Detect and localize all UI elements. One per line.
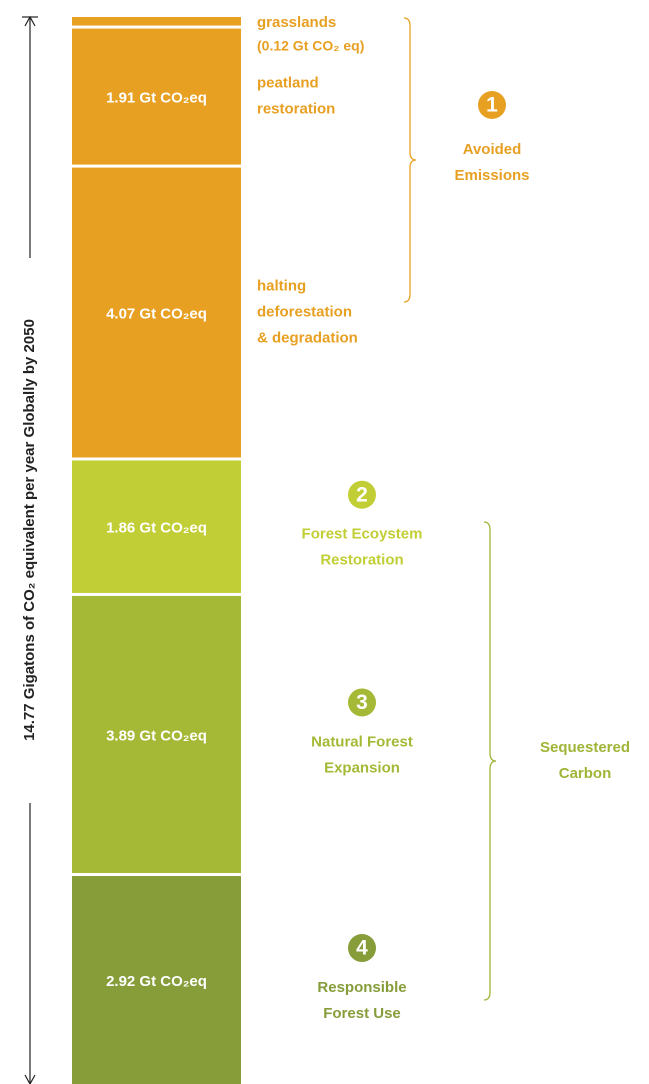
segment [72, 167, 241, 458]
segment [72, 28, 241, 165]
segment-name: Restoration [320, 552, 403, 569]
segment [72, 17, 241, 26]
axis-label-bg [20, 258, 40, 803]
segment-name: Natural Forest [311, 733, 413, 750]
value-label: 3.89 Gt CO₂eq [106, 727, 207, 744]
segment [72, 595, 241, 874]
value-label: 4.07 Gt CO₂eq [106, 306, 207, 323]
segment-name: halting [257, 278, 306, 295]
axis: 14.77 Gigatons of CO₂ equivalent per yea… [20, 15, 40, 1084]
badge-number: 3 [356, 691, 368, 714]
value-label: 1.86 Gt CO₂eq [106, 520, 207, 537]
segment-name: peatland [257, 75, 319, 92]
badge [348, 480, 376, 509]
axis-arrow [24, 1074, 36, 1084]
group-name: Carbon [559, 765, 612, 782]
group-name: Sequestered [540, 739, 630, 756]
brace [403, 17, 417, 303]
segment-name: & degradation [257, 330, 358, 347]
segment-value-label: (0.12 Gt CO₂ eq) [257, 38, 364, 54]
value-label: 1.91 Gt CO₂eq [106, 90, 207, 107]
segment-name: Expansion [324, 759, 400, 776]
group-name: Emissions [454, 167, 529, 184]
segment-name: grasslands [257, 14, 336, 31]
axis-label: 14.77 Gigatons of CO₂ equivalent per yea… [21, 319, 38, 741]
badge-number: 1 [486, 94, 498, 117]
segment-name: Forest Use [323, 1005, 401, 1022]
badge [478, 91, 506, 119]
segment-name: deforestation [257, 304, 352, 321]
badge-number: 4 [356, 937, 368, 960]
value-label: 2.92 Gt CO₂eq [106, 973, 207, 990]
segment [72, 460, 241, 593]
group-name: Avoided [463, 141, 522, 158]
brace [483, 521, 497, 1001]
segment-name: restoration [257, 101, 335, 118]
axis-arrow [24, 15, 36, 27]
badge [348, 688, 376, 717]
segment [72, 876, 241, 1084]
badge-number: 2 [356, 483, 368, 506]
segment-name: Responsible [317, 979, 406, 996]
badge [348, 934, 376, 963]
segment-name: Forest Ecoystem [302, 526, 423, 543]
